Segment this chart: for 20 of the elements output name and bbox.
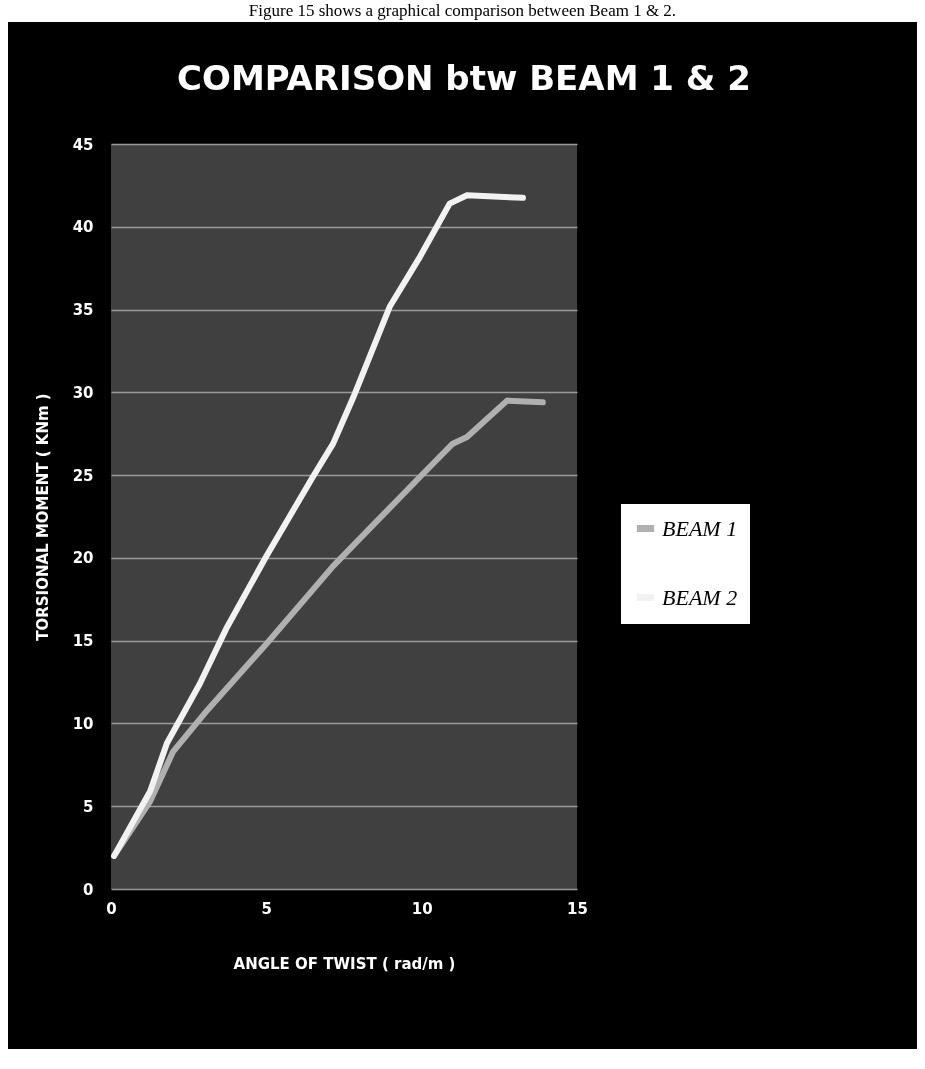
- y-tick-label: 30: [72, 383, 94, 402]
- y-tick-label: 35: [72, 301, 94, 320]
- legend-label: BEAM 2: [662, 584, 738, 610]
- y-tick-label: 5: [83, 797, 94, 816]
- x-tick-label: 0: [106, 899, 117, 918]
- y-tick-label: 25: [72, 466, 94, 485]
- y-tick-label: 40: [72, 218, 94, 237]
- y-tick-label: 20: [72, 549, 94, 568]
- x-tick-label: 5: [261, 899, 273, 918]
- caption: Figure 15 shows a graphical comparison between Beam 1 & 2.: [247, 0, 678, 22]
- legend-label: BEAM 1: [662, 515, 738, 541]
- chart-title: COMPARISON btw BEAM 1 & 2: [177, 58, 751, 98]
- x-axis-title: ANGLE OF TWIST ( rad/m ): [233, 954, 456, 973]
- y-tick-label: 45: [72, 135, 94, 154]
- x-tick-label: 15: [567, 899, 588, 918]
- y-tick-label: 15: [72, 632, 94, 651]
- x-tick-label: 10: [411, 899, 433, 918]
- y-tick-label: 0: [83, 880, 94, 899]
- y-tick-label: 10: [72, 714, 94, 733]
- y-axis-title: TORSIONAL MOMENT ( KNm ): [33, 393, 52, 641]
